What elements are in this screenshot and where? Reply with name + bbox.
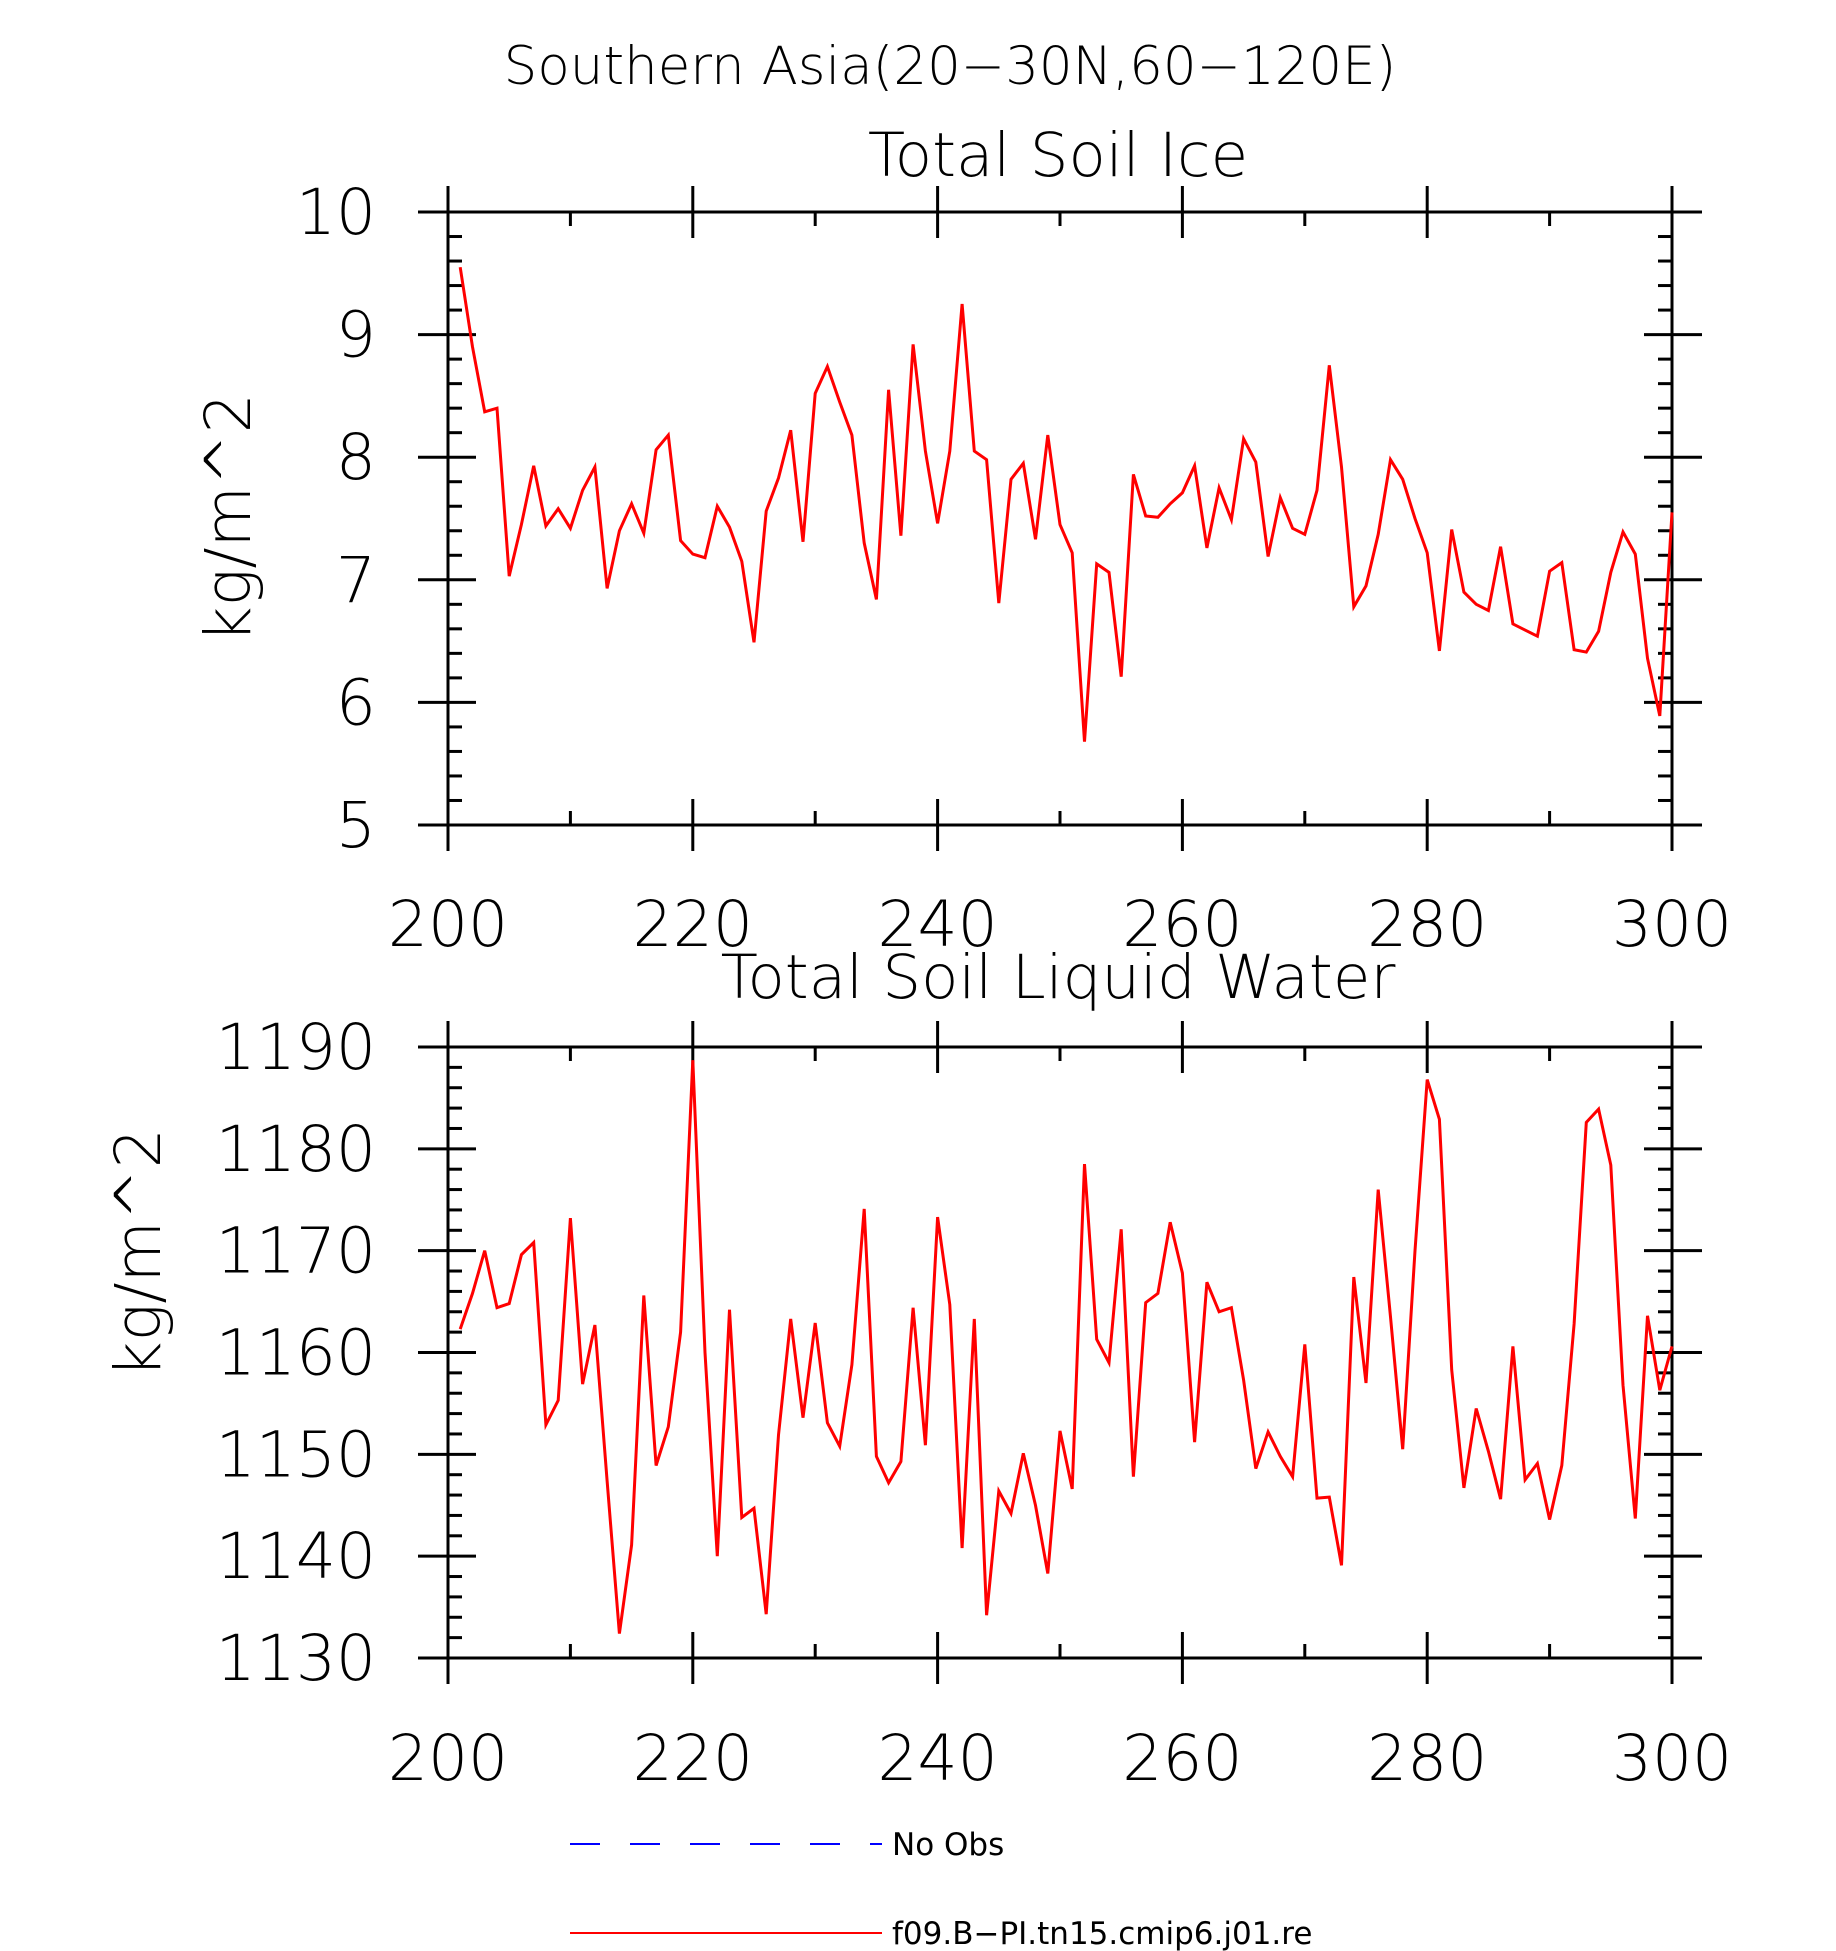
y-tick-label: 5 (336, 789, 376, 862)
chart-panel-2: Total Soil Liquid Water kg/m^2 200 220 240 26… (102, 942, 1732, 1795)
chart-panels: Total Soil Ice kg/m^2 200 220 240 260 280 300 5 6… (102, 120, 1732, 1795)
panel-title: Total Soil Liquid Water (721, 942, 1397, 1013)
x-tick-label: 300 (1612, 888, 1732, 961)
x-tick-label: 200 (388, 888, 508, 961)
y-tick-label: 1190 (216, 1011, 376, 1084)
y-tick-label: 10 (296, 176, 376, 249)
x-tick-label: 220 (633, 1722, 753, 1795)
y-tick-label: 6 (336, 666, 376, 739)
x-tick-label: 220 (633, 888, 753, 961)
y-tick-label: 1160 (216, 1317, 376, 1390)
series-line (458, 266, 1674, 742)
y-tick-label: 1130 (216, 1622, 376, 1695)
y-tick-label: 1170 (216, 1215, 376, 1288)
x-tick-label: 260 (1122, 888, 1242, 961)
y-axis-label: kg/m^2 (192, 393, 265, 643)
figure-title: Southern Asia(20−30N,60−120E) (504, 36, 1397, 97)
series-line (458, 1060, 1674, 1634)
panel-title: Total Soil Ice (868, 120, 1248, 191)
y-tick-label: 1180 (216, 1113, 376, 1186)
plot-frame (446, 1045, 1674, 1660)
x-tick-label: 280 (1367, 1722, 1487, 1795)
legend: No Obs f09.B−PI.tn15.cmip6.j01.re (570, 1827, 1312, 1951)
x-tick-label: 300 (1612, 1722, 1732, 1795)
x-tick-label: 240 (877, 1722, 997, 1795)
y-axis-label: kg/m^2 (102, 1128, 175, 1378)
y-tick-label: 1150 (216, 1418, 376, 1491)
x-tick-label: 280 (1367, 888, 1487, 961)
y-tick-label: 1140 (216, 1520, 376, 1593)
x-tick-label: 260 (1122, 1722, 1242, 1795)
y-tick-label: 9 (336, 299, 376, 372)
x-tick-label: 200 (388, 1722, 508, 1795)
y-tick-label: 7 (336, 544, 376, 617)
chart-panel-1: Total Soil Ice kg/m^2 200 220 240 260 280 300 5 6… (192, 120, 1732, 961)
legend-label: f09.B−PI.tn15.cmip6.j01.re (892, 1916, 1312, 1951)
x-tick-label: 240 (877, 888, 997, 961)
y-tick-label: 8 (336, 421, 376, 494)
legend-label: No Obs (892, 1827, 1004, 1863)
